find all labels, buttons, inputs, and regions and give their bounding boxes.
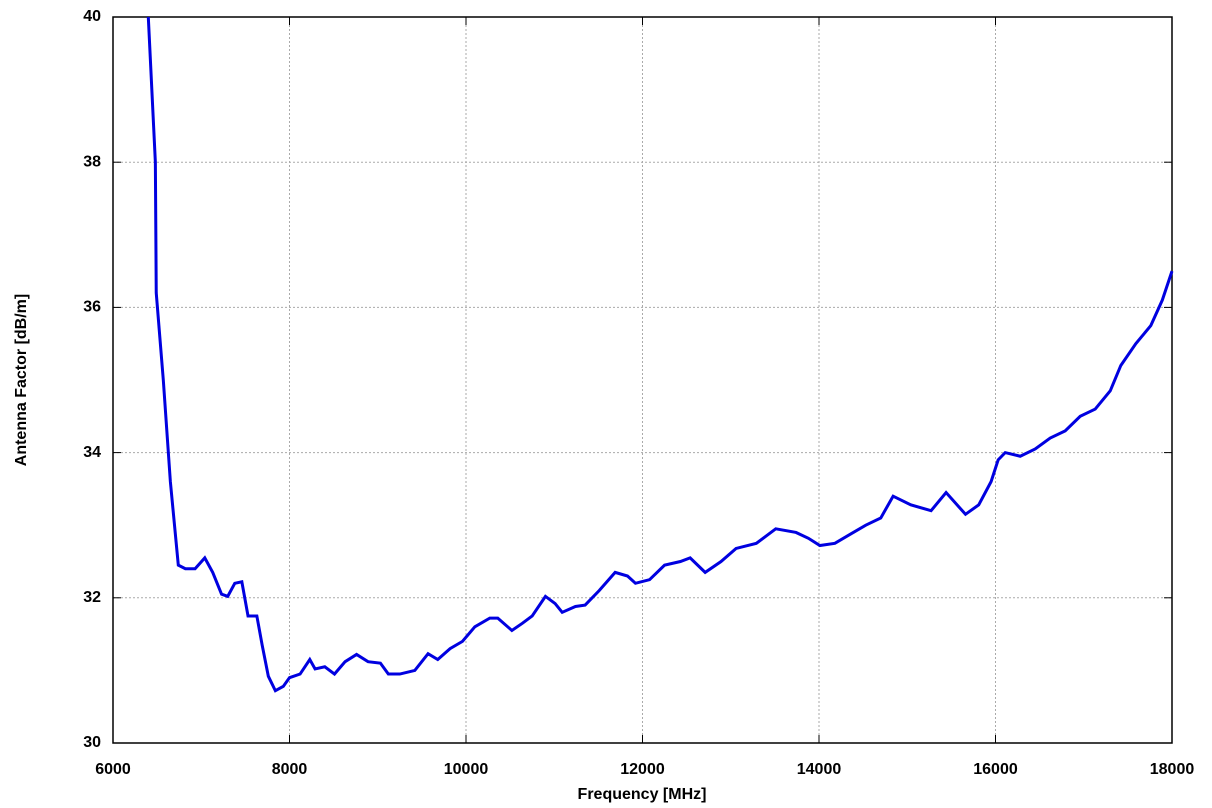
data-line [146, 16, 1174, 693]
y-tick-label: 40 [83, 8, 101, 25]
plot-frame [112, 16, 1173, 744]
x-tick-label: 8000 [272, 761, 308, 778]
x-tick-label: 12000 [620, 761, 665, 778]
y-tick-label: 34 [83, 444, 101, 461]
y-axis-label: Antenna Factor [dB/m] [13, 294, 30, 466]
y-tick-label: 36 [83, 299, 101, 316]
x-tick-label: 14000 [797, 761, 842, 778]
y-tick-label: 32 [83, 589, 101, 606]
x-axis-label: Frequency [MHz] [578, 786, 707, 803]
x-tick-label: 16000 [973, 761, 1018, 778]
y-tick-label: 38 [83, 153, 101, 170]
x-tick-label: 18000 [1150, 761, 1195, 778]
x-tick-label: 6000 [95, 761, 131, 778]
y-tick-label: 30 [83, 734, 101, 751]
x-tick-label: 10000 [444, 761, 489, 778]
